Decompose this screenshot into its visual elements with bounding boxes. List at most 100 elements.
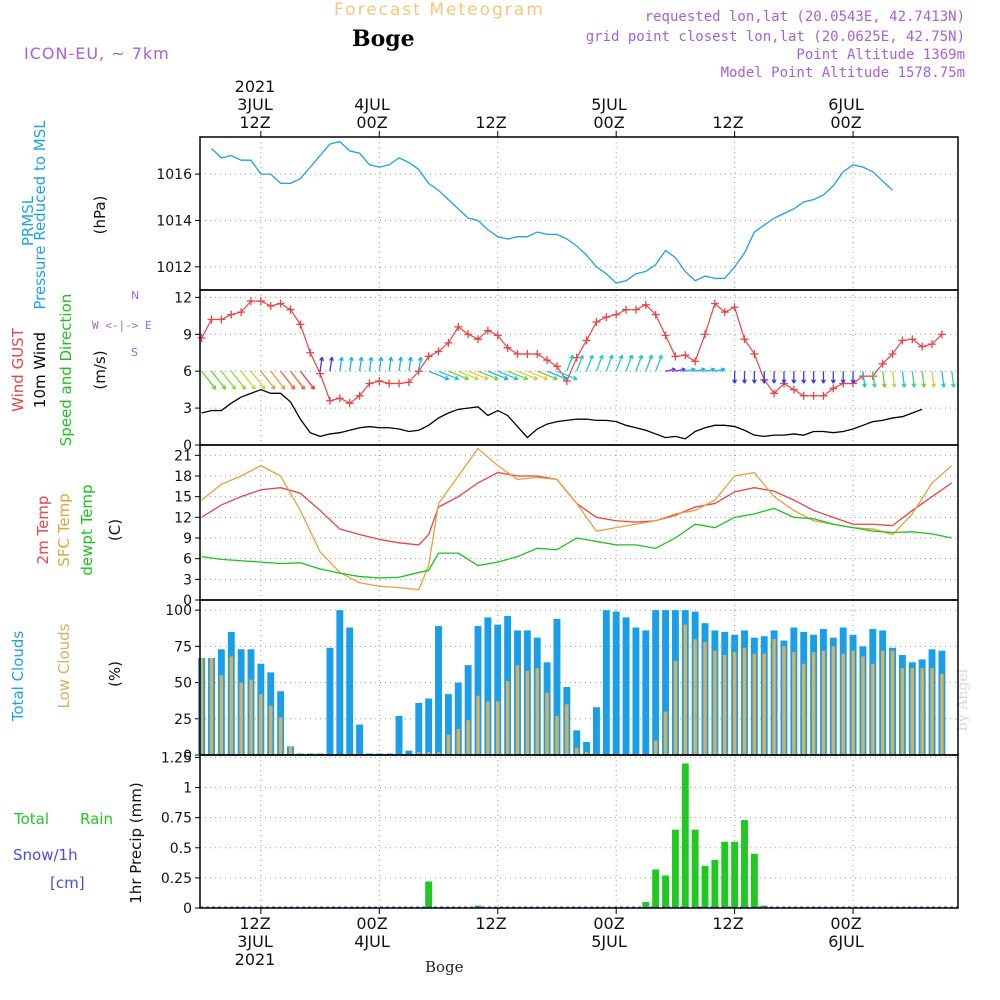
total-cloud-bar	[622, 617, 630, 755]
wind-arrow	[517, 370, 538, 380]
wind-arrow-head	[261, 385, 266, 390]
low-cloud-bar	[653, 740, 658, 755]
wind-arrow	[635, 354, 643, 372]
wind-arrow-head	[771, 379, 777, 384]
wind-arrow	[685, 368, 696, 372]
y-tick-label: 9	[183, 327, 192, 343]
wind-arrow	[260, 370, 276, 390]
rain-bar	[691, 829, 699, 908]
y-tick-label: 12	[174, 290, 192, 306]
wind-arrow-head	[251, 385, 256, 390]
wind-arrow	[901, 371, 906, 388]
wind-arrow	[388, 357, 392, 372]
gust-point	[691, 357, 700, 366]
wind-arrow-head	[811, 379, 817, 384]
model-name: ICON-EU, ~ 7km	[24, 44, 170, 63]
wind-arrow-head	[628, 354, 634, 360]
wind-arrow-head	[300, 385, 306, 390]
gust-point	[454, 322, 463, 331]
wind-arrow-head	[241, 385, 246, 390]
low-cloud-bar	[723, 655, 727, 755]
bottom-hour-label: 00Z	[593, 914, 625, 933]
wind-arrow-head	[791, 379, 797, 384]
y-tick-label: 0.5	[170, 841, 192, 857]
total-cloud-bar	[642, 630, 650, 755]
y-tick-label: 0	[183, 438, 192, 454]
wind-arrow-head	[398, 356, 404, 362]
wind-arrow-head	[751, 379, 757, 384]
wind-arrow	[477, 370, 499, 380]
total-cloud-bar	[435, 626, 442, 755]
location-title: Boge	[352, 26, 415, 52]
wind-arrow-head	[533, 375, 538, 381]
gust-point	[493, 331, 502, 340]
wind-arrow-head	[221, 385, 227, 390]
y-tick-label: 3	[183, 572, 192, 588]
rain-bar	[701, 865, 709, 908]
wind-arrow	[714, 368, 726, 372]
total-cloud-bar	[484, 617, 492, 755]
total-cloud-bar	[553, 618, 561, 755]
wind-arrow-head	[608, 354, 614, 360]
wind-arrow-head	[290, 385, 296, 390]
precip-snow-label: Snow/1h	[13, 846, 78, 864]
wind-arrow-head	[503, 375, 509, 381]
wind-arrow	[319, 357, 323, 372]
wind-arrow	[862, 371, 866, 388]
low-cloud-bar	[505, 681, 510, 755]
wind-arrow-head	[553, 375, 558, 381]
gust-point	[937, 330, 946, 339]
low-cloud-bar	[742, 647, 747, 755]
wind-arrow	[675, 368, 686, 372]
wind-arrow-head	[589, 354, 594, 360]
wind-arrow	[211, 370, 227, 390]
bottom-hour-label: 12Z	[712, 914, 744, 933]
wind-arrow-head	[310, 385, 315, 390]
gust-point	[533, 349, 542, 358]
gust-point	[572, 353, 581, 362]
bottom-day-label-5jul: 5JUL	[591, 932, 627, 951]
t2m-line	[201, 471, 953, 546]
y-tick-label: 0.75	[161, 811, 192, 827]
wind-arrow	[872, 371, 876, 388]
low-cloud-bar	[288, 746, 293, 755]
top-day-label-4jul: 4JUL	[354, 95, 390, 114]
wind-arrow	[931, 371, 935, 388]
wind-arrow	[378, 357, 382, 372]
wind-arrow-head	[417, 356, 423, 362]
rain-bar	[741, 820, 748, 908]
low-cloud-bar	[209, 657, 214, 755]
wind-arrow-head	[368, 356, 374, 362]
top-day-label-3jul: 3JUL	[237, 95, 273, 114]
wind-arrow	[418, 357, 422, 372]
gust-point	[385, 379, 394, 388]
gust-point	[276, 299, 285, 308]
wind-arrow-head	[618, 354, 624, 360]
low-cloud-bar	[930, 668, 934, 755]
rain-bar	[652, 869, 660, 908]
top-hour-label: 00Z	[830, 113, 862, 132]
wind-arrow-head	[493, 375, 499, 381]
gust-point	[543, 356, 552, 365]
wind-arrow	[566, 354, 574, 372]
bottom-year-label: 2021	[234, 950, 276, 969]
gust-point	[523, 349, 532, 358]
total-cloud-bar	[356, 724, 364, 755]
gust-point	[227, 310, 236, 319]
low-cloud-bar	[486, 701, 490, 755]
wind-arrow	[605, 354, 613, 372]
wind-arrow	[645, 354, 653, 372]
wind-arrow-head	[871, 383, 877, 388]
low-cloud-bar	[574, 747, 579, 755]
wind-arrow	[201, 370, 217, 390]
gust-point	[483, 326, 492, 335]
low-cloud-bar	[900, 668, 905, 755]
total-cloud-bar	[425, 698, 433, 755]
y-tick-label: 21	[174, 448, 192, 464]
wind-arrow-head	[638, 354, 644, 360]
wind-arrow-head	[901, 383, 907, 388]
low-cloud-bar	[792, 652, 796, 755]
wind-arrow-head	[378, 356, 384, 362]
low-cloud-bar	[752, 653, 757, 755]
wind-arrow	[546, 370, 568, 380]
